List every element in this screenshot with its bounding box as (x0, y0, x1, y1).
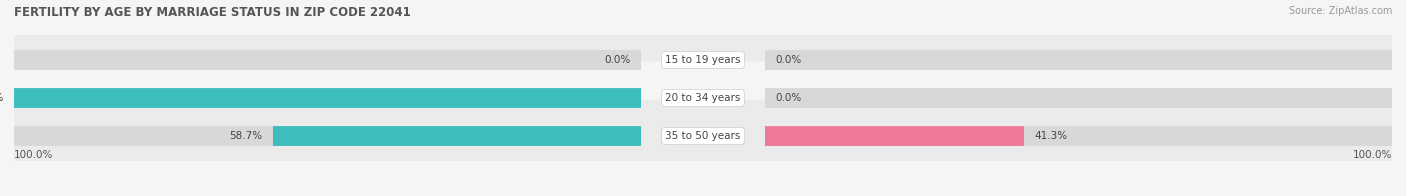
Text: FERTILITY BY AGE BY MARRIAGE STATUS IN ZIP CODE 22041: FERTILITY BY AGE BY MARRIAGE STATUS IN Z… (14, 6, 411, 19)
FancyBboxPatch shape (765, 50, 1392, 70)
FancyBboxPatch shape (14, 50, 641, 70)
FancyBboxPatch shape (765, 126, 1024, 146)
Text: 0.0%: 0.0% (775, 93, 801, 103)
FancyBboxPatch shape (0, 24, 1406, 96)
Text: Source: ZipAtlas.com: Source: ZipAtlas.com (1288, 6, 1392, 16)
FancyBboxPatch shape (14, 126, 641, 146)
FancyBboxPatch shape (273, 126, 641, 146)
Text: 100.0%: 100.0% (0, 93, 4, 103)
Text: 15 to 19 years: 15 to 19 years (665, 55, 741, 65)
Text: 0.0%: 0.0% (775, 55, 801, 65)
FancyBboxPatch shape (0, 100, 1406, 172)
Text: 20 to 34 years: 20 to 34 years (665, 93, 741, 103)
FancyBboxPatch shape (14, 88, 641, 108)
Text: 0.0%: 0.0% (605, 55, 631, 65)
FancyBboxPatch shape (765, 88, 1392, 108)
Text: 100.0%: 100.0% (1353, 150, 1392, 160)
Text: 58.7%: 58.7% (229, 131, 263, 141)
FancyBboxPatch shape (0, 62, 1406, 134)
Text: 41.3%: 41.3% (1035, 131, 1067, 141)
Text: 100.0%: 100.0% (14, 150, 53, 160)
FancyBboxPatch shape (14, 88, 641, 108)
FancyBboxPatch shape (765, 126, 1392, 146)
Text: 35 to 50 years: 35 to 50 years (665, 131, 741, 141)
